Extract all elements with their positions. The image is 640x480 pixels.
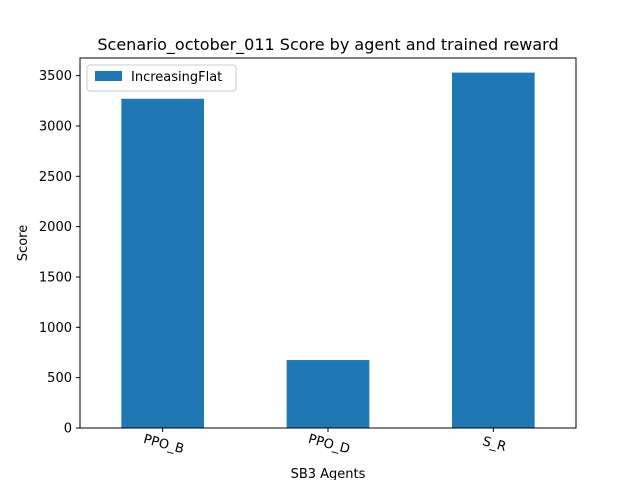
chart-title: Scenario_october_011 Score by agent and … bbox=[97, 35, 558, 55]
y-axis: 0 500 1000 1500 2000 2500 3000 3500 bbox=[39, 69, 80, 437]
y-tick-label: 1500 bbox=[39, 270, 72, 285]
y-tick-label: 3500 bbox=[39, 69, 72, 84]
legend-swatch bbox=[95, 71, 122, 81]
legend: IncreasingFlat bbox=[86, 64, 237, 92]
legend-box bbox=[86, 64, 237, 92]
x-tick-label: S_R bbox=[481, 434, 508, 455]
x-axis-label: SB3 Agents bbox=[291, 467, 366, 480]
y-tick-label: 3000 bbox=[39, 119, 72, 134]
x-tick-label: PPO_B bbox=[142, 432, 186, 457]
x-tick-label: PPO_D bbox=[306, 432, 351, 457]
y-axis-label: Score bbox=[16, 225, 31, 261]
legend-label: IncreasingFlat bbox=[131, 70, 222, 85]
y-tick-label: 2500 bbox=[39, 170, 72, 185]
plot-frame bbox=[79, 57, 577, 429]
bar-s-r bbox=[452, 72, 535, 429]
y-tick-label: 0 bbox=[64, 422, 72, 437]
y-tick-label: 2000 bbox=[39, 220, 72, 235]
bar-ppo-b bbox=[121, 98, 204, 428]
y-tick-label: 500 bbox=[47, 371, 72, 386]
x-axis: PPO_B PPO_D S_R bbox=[142, 428, 508, 457]
bar-ppo-d bbox=[286, 360, 370, 428]
bars-group bbox=[121, 72, 535, 429]
y-tick-label: 1000 bbox=[39, 321, 72, 336]
